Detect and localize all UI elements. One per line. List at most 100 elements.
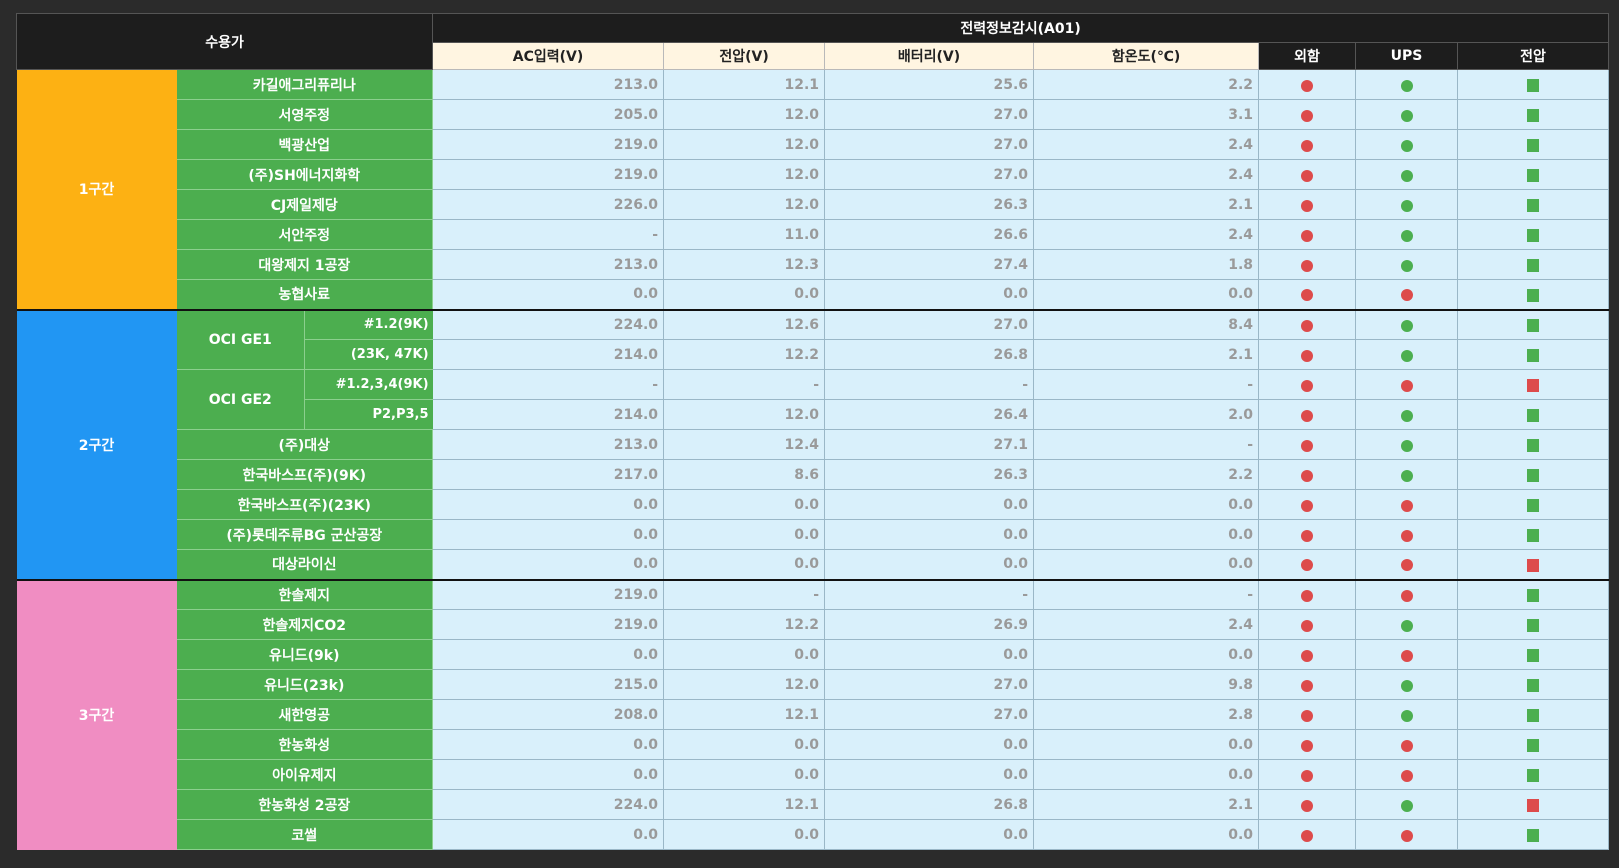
ac-input-value: 0.0	[432, 519, 665, 550]
temperature-value: 0.0	[1033, 729, 1260, 760]
voltage-value: 12.1	[663, 69, 826, 100]
enclosure-status-icon	[1301, 229, 1314, 242]
customer-name[interactable]: 코썰	[176, 819, 434, 850]
customer-name[interactable]: (주)SH에너지화학	[176, 159, 434, 190]
enclosure-cell	[1258, 669, 1357, 700]
voltage-status-cell	[1457, 609, 1610, 640]
customer-name[interactable]: 백광산업	[176, 129, 434, 160]
battery-value: 0.0	[824, 729, 1035, 760]
ups-cell	[1355, 609, 1459, 640]
enclosure-status-icon	[1301, 169, 1314, 182]
power-monitor-panel: 수용가 전력정보감시(A01) AC입력(V) 전압(V) 배터리(V) 함온도…	[15, 13, 1610, 855]
enclosure-cell	[1258, 729, 1357, 760]
customer-name[interactable]: 대왕제지 1공장	[176, 249, 434, 280]
table-row: 서영주정 205.0 12.0 27.0 3.1	[17, 99, 1610, 130]
subgroup-name[interactable]: (23K, 47K)	[304, 339, 433, 370]
voltage-value: 0.0	[663, 549, 826, 580]
customer-name[interactable]: CJ제일제당	[176, 189, 434, 220]
subgroup-name[interactable]: #1.2,3,4(9K)	[304, 369, 433, 400]
ups-cell	[1355, 669, 1459, 700]
voltage-status-cell	[1457, 578, 1610, 610]
enclosure-cell	[1258, 99, 1357, 130]
ac-input-value: 214.0	[432, 339, 665, 370]
enclosure-status-icon	[1301, 529, 1314, 542]
battery-value: 0.0	[824, 519, 1035, 550]
customer-name[interactable]: 한솔제지CO2	[176, 609, 434, 640]
enclosure-cell	[1258, 639, 1357, 670]
ac-input-value: 224.0	[432, 308, 665, 340]
ups-status-icon	[1400, 649, 1413, 662]
enclosure-cell	[1258, 279, 1357, 310]
customer-name[interactable]: 한농화성	[176, 729, 434, 760]
table-body: 1구간 카길애그리퓨리나 213.0 12.1 25.6 2.2 서영주정 205.0 12.0…	[16, 69, 1610, 850]
subgroup-name[interactable]: #1.2(9K)	[304, 308, 433, 340]
customer-name[interactable]: 유니드(23k)	[176, 669, 434, 700]
battery-value: 26.4	[824, 399, 1035, 430]
battery-value: 27.4	[824, 249, 1035, 280]
temperature-value: 2.2	[1033, 69, 1260, 100]
voltage-status-cell	[1457, 759, 1610, 790]
enclosure-status-icon	[1301, 409, 1314, 422]
enclosure-cell	[1258, 399, 1357, 430]
voltage-value: 12.0	[663, 669, 826, 700]
voltage-status-cell	[1457, 129, 1610, 160]
voltage-status-cell	[1457, 819, 1610, 850]
ac-input-value: 0.0	[432, 759, 665, 790]
customer-name[interactable]: 한농화성 2공장	[176, 789, 434, 820]
ups-status-icon	[1400, 709, 1413, 722]
ups-status-icon	[1400, 499, 1413, 512]
enclosure-status-icon	[1301, 679, 1314, 692]
enclosure-cell	[1258, 489, 1357, 520]
ups-status-icon	[1400, 319, 1413, 332]
group-name[interactable]: OCI GE2	[176, 369, 305, 430]
customer-name[interactable]: 한솔제지	[176, 578, 434, 610]
voltage-value: 0.0	[663, 489, 826, 520]
ups-status-icon	[1400, 439, 1413, 452]
battery-value: 27.0	[824, 99, 1035, 130]
group-name[interactable]: OCI GE1	[176, 308, 305, 370]
ac-input-value: 213.0	[432, 249, 665, 280]
enclosure-status-icon	[1301, 109, 1314, 122]
customer-name[interactable]: (주)대상	[176, 429, 434, 460]
ups-cell	[1355, 459, 1459, 490]
ups-status-icon	[1400, 529, 1413, 542]
voltage-status-icon	[1527, 199, 1540, 212]
customer-name[interactable]: 서영주정	[176, 99, 434, 130]
customer-name[interactable]: 새한영공	[176, 699, 434, 730]
voltage-status-icon	[1527, 109, 1540, 122]
customer-name[interactable]: 한국바스프(주)(23K)	[176, 489, 434, 520]
ac-input-value: 219.0	[432, 578, 665, 610]
customer-name[interactable]: 서안주정	[176, 219, 434, 250]
enclosure-cell	[1258, 789, 1357, 820]
enclosure-cell	[1258, 429, 1357, 460]
voltage-value: 12.0	[663, 99, 826, 130]
enclosure-cell	[1258, 339, 1357, 370]
customer-name[interactable]: 대상라이신	[176, 549, 434, 580]
ac-input-value: 0.0	[432, 489, 665, 520]
table-row: 한국바스프(주)(9K) 217.0 8.6 26.3 2.2	[17, 459, 1610, 490]
temperature-value: 2.8	[1033, 699, 1260, 730]
customer-name[interactable]: 유니드(9k)	[176, 639, 434, 670]
temperature-value: 0.0	[1033, 279, 1260, 310]
ups-cell	[1355, 339, 1459, 370]
table-row: 백광산업 219.0 12.0 27.0 2.4	[17, 129, 1610, 160]
ac-input-value: 0.0	[432, 729, 665, 760]
voltage-status-cell	[1457, 219, 1610, 250]
battery-value: 25.6	[824, 69, 1035, 100]
subgroup-name[interactable]: P2,P3,5	[304, 399, 433, 430]
ac-input-value: 213.0	[432, 69, 665, 100]
voltage-status-cell	[1457, 308, 1610, 340]
customer-name[interactable]: 아이유제지	[176, 759, 434, 790]
voltage-status-cell	[1457, 189, 1610, 220]
ups-status-icon	[1400, 379, 1413, 392]
col-ups: UPS	[1355, 42, 1459, 70]
battery-value: 26.9	[824, 609, 1035, 640]
customer-name[interactable]: (주)롯데주류BG 군산공장	[176, 519, 434, 550]
customer-name[interactable]: 카길애그리퓨리나	[176, 69, 434, 100]
ups-status-icon	[1400, 799, 1413, 812]
table-row: CJ제일제당 226.0 12.0 26.3 2.1	[17, 189, 1610, 220]
customer-name[interactable]: 농협사료	[176, 279, 434, 310]
ups-cell	[1355, 789, 1459, 820]
customer-name[interactable]: 한국바스프(주)(9K)	[176, 459, 434, 490]
table-row: 코썰 0.0 0.0 0.0 0.0	[17, 819, 1610, 850]
